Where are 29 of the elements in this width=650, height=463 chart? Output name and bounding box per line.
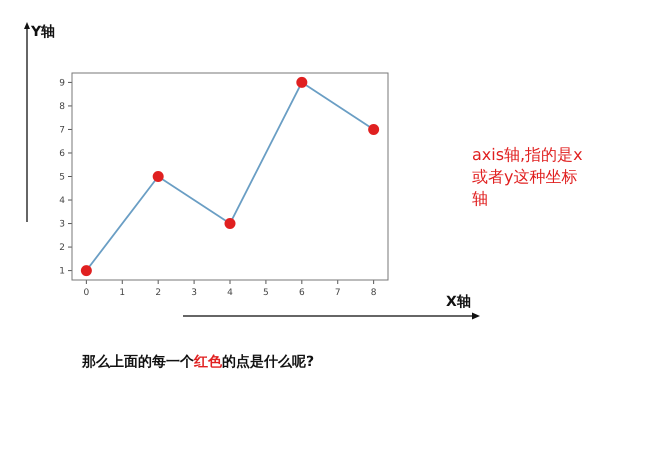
x-tick-label: 1 [119,288,126,298]
y-tick-label: 3 [59,220,65,230]
y-tick-label: 1 [59,266,65,277]
y-tick-label: 5 [59,172,65,182]
y-tick-label: 9 [59,78,66,88]
text: 的点是什么呢? [222,354,314,370]
x-tick-label: 4 [227,288,234,298]
y-tick-label: 7 [59,125,65,136]
x-tick-label: 5 [263,288,269,298]
y-tick-label: 6 [59,148,66,159]
x-tick-label: 6 [298,288,305,298]
point [224,218,236,230]
text: 红色 [193,354,223,370]
x-tick-label: 8 [370,288,377,298]
point [296,76,308,88]
text: Y轴 [30,24,56,40]
point [80,265,92,276]
x-tick-label: 7 [334,288,341,298]
point [368,124,380,135]
text: 那么上面的每一个 [81,354,195,370]
x-tick-label: 0 [83,288,90,298]
y-tick-label: 8 [59,102,66,112]
text: X轴 [446,294,471,310]
y-tick-label: 2 [59,243,65,254]
point [152,171,164,182]
text: axis轴,指的是x或者y这种坐标轴 [472,144,584,210]
y-tick-label: 4 [59,196,66,206]
x-tick-label: 3 [191,288,197,298]
x-tick-label: 2 [155,288,162,298]
